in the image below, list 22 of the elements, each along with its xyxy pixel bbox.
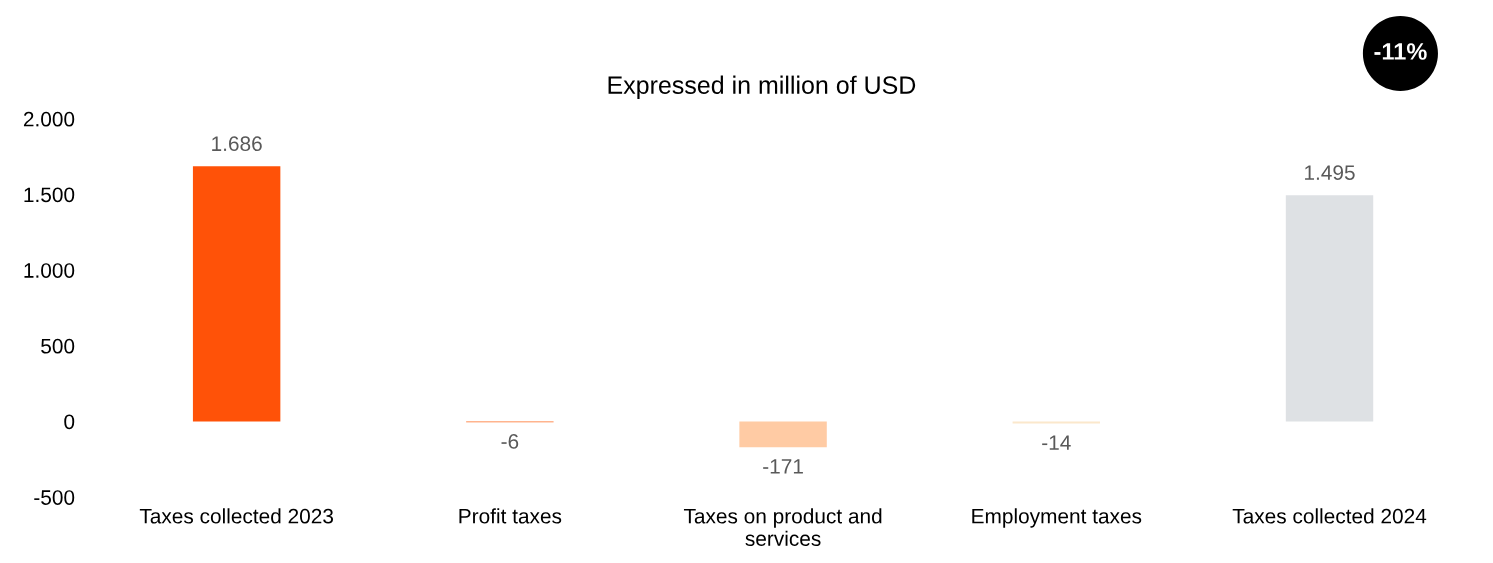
y-tick-label: 1.000	[24, 263, 75, 278]
x-tick-label: Employment taxes	[972, 508, 1142, 528]
x-tick-label: Taxes collected 2023	[139, 508, 334, 524]
y-tick-label: -500	[34, 490, 75, 505]
x-tick-label: Taxes collected 2024	[1232, 508, 1427, 524]
chart-title: Expressed in million of USD	[608, 75, 916, 99]
bar	[1285, 195, 1374, 422]
y-tick-label: 1.500	[24, 187, 75, 203]
y-tick-label: 0	[64, 414, 75, 430]
text: -11%	[1374, 43, 1427, 60]
x-tick-label: Profit taxes	[459, 508, 562, 524]
x-tick-label: Taxes on product and services	[683, 508, 882, 546]
data-label: -14	[1042, 435, 1071, 450]
bar	[192, 166, 281, 422]
data-label: -6	[501, 434, 519, 449]
bar	[1012, 421, 1101, 424]
bar	[739, 421, 827, 448]
y-tick-label: 2.000	[23, 111, 75, 127]
data-label: 1.495	[1305, 165, 1355, 180]
data-label: -171	[763, 459, 803, 474]
data-label: 1.686	[212, 136, 262, 152]
y-tick-label: 500	[41, 338, 75, 354]
